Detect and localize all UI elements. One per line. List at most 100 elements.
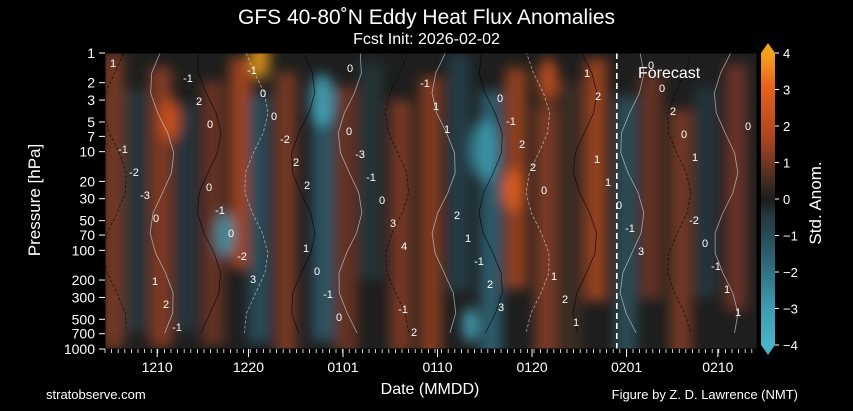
y-tick-label: 70 [79, 227, 95, 243]
contour-label: -1 [247, 65, 257, 77]
contour-label: -1 [366, 172, 376, 184]
contour-line [478, 53, 503, 334]
contour-label: -1 [118, 144, 128, 156]
colorbar-label: Std. Anom. [806, 161, 825, 244]
colorbar-tick-label: −3 [783, 302, 798, 317]
colorbar-tick-label: 1 [783, 156, 790, 171]
contour-label: 1 [594, 154, 600, 166]
contour-line [291, 53, 316, 334]
y-tick-label: 100 [72, 242, 96, 258]
contour-label: -1 [215, 205, 225, 217]
y-tick-label: 10 [79, 144, 95, 160]
contour-line [619, 53, 645, 334]
contour-label: 2 [304, 180, 310, 192]
contour-label: -1 [398, 304, 408, 316]
anomaly-peak [310, 73, 334, 127]
y-tick-label: 30 [79, 191, 95, 207]
y-tick-label: 300 [72, 289, 96, 305]
contour-label: 1 [551, 271, 557, 283]
contour-label: 0 [206, 182, 212, 194]
contour-label: 2 [163, 299, 169, 311]
contour-label: -1 [625, 223, 635, 235]
contour-label: 1 [444, 124, 450, 136]
plot-frame [104, 52, 758, 350]
anomaly-peak [502, 168, 522, 212]
author-credit: Figure by Z. D. Lawrence (NMT) [611, 387, 798, 402]
y-tick-label: 700 [72, 326, 96, 342]
contour-line [337, 53, 363, 334]
contour-label: 0 [745, 121, 751, 133]
anomaly-peak [215, 213, 235, 257]
colorbar-tick-label: −4 [783, 338, 798, 353]
contour-label: 1 [605, 177, 611, 189]
contour-label: 0 [648, 60, 654, 72]
contour-label: 1 [433, 101, 439, 113]
contour-label: 1 [584, 68, 590, 80]
anomaly-band [670, 110, 692, 349]
contour-label: -1 [183, 73, 193, 85]
forecast-label: Forecast [638, 65, 701, 82]
anomaly-band [312, 109, 334, 341]
x-tick-label: 0120 [516, 359, 547, 375]
anomaly-band [390, 100, 412, 349]
contour-label: 0 [228, 228, 234, 240]
contour-label: 2 [487, 279, 493, 291]
contour-label: 0 [681, 129, 687, 141]
contour-line [105, 53, 127, 334]
contour-label: 4 [401, 241, 407, 253]
contour-label: 0 [616, 200, 622, 212]
contour-label: -2 [129, 167, 139, 179]
contour-label: 0 [260, 88, 266, 100]
contour-label: 2 [196, 96, 202, 108]
chart-title: GFS 40-80˚N Eddy Heat Flux Anomalies [238, 6, 615, 29]
y-tick-label: 2 [87, 75, 95, 91]
contour-label: -1 [711, 261, 721, 273]
contour-label: 0 [207, 119, 213, 131]
anomaly-band [105, 53, 124, 349]
colorbar-tick-label: 3 [783, 83, 790, 98]
contour-label: 1 [724, 284, 730, 296]
contour-label: 3 [250, 274, 256, 286]
contour-label: 0 [702, 238, 708, 250]
contour-label: 1 [735, 307, 741, 319]
anomaly-band [448, 54, 470, 291]
colorbar-tick-label: 0 [783, 192, 790, 207]
contour-line [667, 53, 692, 334]
contour-label: 2 [595, 91, 601, 103]
contour-label: 0 [346, 126, 352, 138]
contour-label: -3 [140, 190, 150, 202]
contour-label: 0 [497, 93, 503, 105]
contour-line [572, 53, 598, 334]
anomaly-peak [462, 307, 478, 343]
contour-label: -1 [474, 256, 484, 268]
x-tick-label: 0201 [611, 359, 642, 375]
anomaly-band [640, 73, 662, 299]
contour-label: -3 [355, 149, 365, 161]
contour-line [713, 53, 739, 334]
contour-label: 1 [692, 152, 698, 164]
colorbar: 4 3 2 1 0 −1 −2 −3 −4 [761, 43, 798, 355]
contour-label: 2 [454, 210, 460, 222]
colorbar-tick-label: −2 [783, 265, 798, 280]
contour-label: 0 [336, 312, 342, 324]
anomaly-band [560, 82, 582, 349]
contour-label: 0 [314, 266, 320, 278]
y-tick-label: 7 [87, 128, 95, 144]
contour-line [243, 53, 269, 334]
contour-label: 0 [153, 213, 159, 225]
contour-label: 2 [519, 139, 525, 151]
contour-line [149, 53, 175, 334]
y-tick-label: 50 [79, 213, 95, 229]
contour-label: -2 [237, 251, 247, 263]
contour-label: -1 [323, 289, 333, 301]
x-tick-label: 0110 [422, 359, 452, 375]
x-tick-label: 0210 [702, 359, 733, 375]
contour-label: -1 [506, 116, 516, 128]
chart-subtitle: Fcst Init: 2026-02-02 [353, 31, 500, 48]
contour-line [197, 53, 222, 334]
contour-label: 0 [541, 185, 547, 197]
colorbar-bottom-extend [761, 345, 775, 355]
contour-label: 2 [411, 327, 417, 339]
